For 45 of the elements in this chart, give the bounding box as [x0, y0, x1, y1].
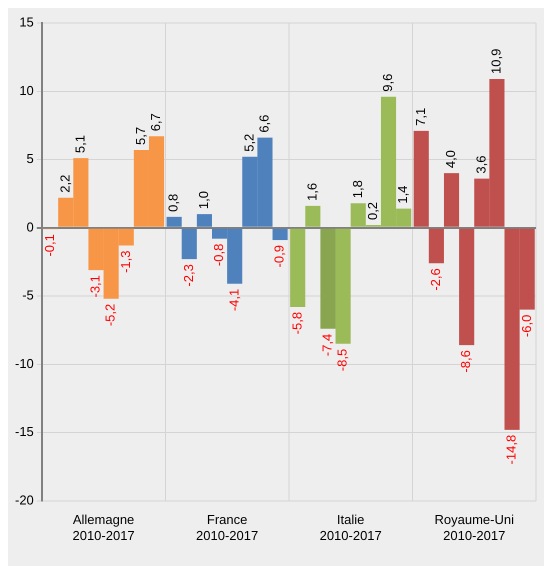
- data-label: -0,8: [211, 244, 226, 266]
- data-label: -5,2: [102, 304, 118, 326]
- x-tick-label: France 2010-2017: [196, 512, 258, 543]
- y-tick-label: -15: [14, 424, 34, 440]
- y-tick-label: 10: [19, 82, 34, 98]
- data-label: 5,2: [241, 134, 256, 152]
- data-label: 9,6: [380, 74, 396, 92]
- y-tick-label: 15: [19, 14, 34, 30]
- data-label: -2,3: [180, 264, 196, 287]
- y-tick-label: 5: [26, 151, 34, 166]
- data-label: 6,6: [256, 114, 272, 133]
- data-label: 7,1: [412, 108, 428, 126]
- data-label: -2,6: [428, 268, 443, 291]
- data-label: 5,7: [132, 126, 148, 145]
- data-label: 1,4: [395, 186, 410, 204]
- y-tick-label: -10: [14, 356, 34, 371]
- data-label: 5,1: [72, 135, 88, 154]
- data-label: -8,5: [334, 348, 350, 372]
- data-label: 1,8: [350, 180, 365, 198]
- x-tick-label: Royaume-Uni 2010-2017: [434, 512, 514, 543]
- data-label: 1,0: [196, 191, 211, 210]
- x-tick-label: Italie 2010-2017: [320, 512, 382, 543]
- data-label: 6,7: [148, 113, 164, 132]
- data-label: -0,1: [42, 234, 58, 257]
- data-label: 10,9: [488, 48, 504, 74]
- bar: [320, 228, 336, 329]
- data-label: -14,8: [504, 434, 519, 464]
- data-label: -3,1: [88, 275, 103, 298]
- data-label: 4,0: [443, 150, 458, 168]
- data-label: -8,6: [458, 350, 474, 373]
- data-label: -5,8: [289, 312, 304, 334]
- data-label: 2,2: [57, 174, 72, 193]
- data-label: -0,9: [272, 245, 287, 268]
- data-label: 1,6: [304, 182, 320, 201]
- data-label: 3,6: [473, 156, 488, 174]
- y-tick-label: 0: [26, 219, 34, 234]
- x-tick-label: Allemagne 2010-2017: [72, 512, 135, 543]
- data-label: -1,3: [118, 250, 133, 273]
- data-label: 0,2: [364, 202, 380, 220]
- y-tick-label: -20: [14, 492, 34, 508]
- data-label: 0,8: [166, 194, 181, 212]
- data-label: -6,0: [518, 314, 534, 338]
- data-label: -4,1: [226, 288, 242, 312]
- y-tick-label: -5: [22, 288, 34, 303]
- data-label: -7,4: [320, 334, 335, 356]
